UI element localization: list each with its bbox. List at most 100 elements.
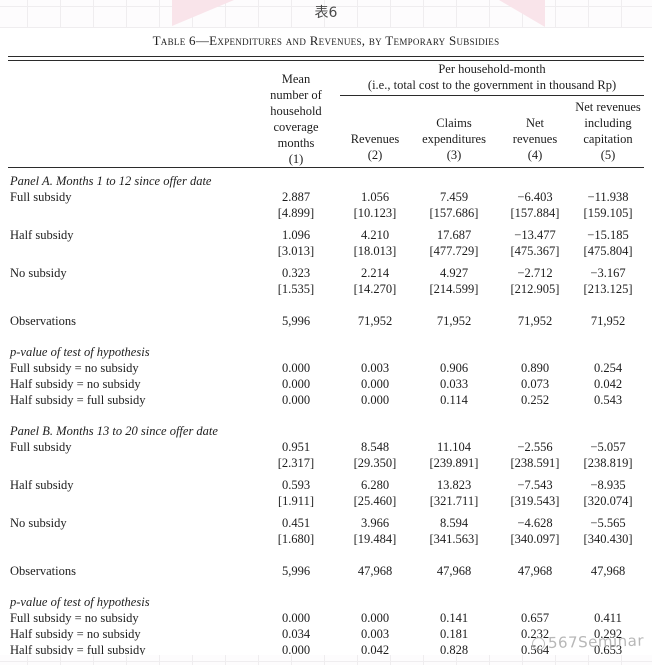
cell-value: 71,952 bbox=[517, 313, 553, 328]
pvalue-row: Half subsidy = no subsidy 0.000 0.000 0.033… bbox=[8, 376, 644, 392]
spacer bbox=[8, 553, 644, 563]
cell-se: [340.430] bbox=[583, 531, 633, 546]
cell-value: −13.477 bbox=[514, 227, 556, 242]
cell-se: [475.367] bbox=[510, 243, 560, 258]
panel-heading: Panel A. Months 1 to 12 since offer date bbox=[10, 173, 212, 188]
cell-value: 0.000 bbox=[281, 610, 311, 625]
span-header-line1: Per household-month bbox=[438, 62, 546, 76]
watermark: 567Seminar bbox=[531, 631, 645, 653]
cell-value: 0.564 bbox=[520, 642, 550, 657]
row-label: No subsidy bbox=[10, 265, 67, 280]
pink-triangle-decoration-left bbox=[172, 0, 234, 26]
cell-se: [157.884] bbox=[510, 205, 560, 220]
cell-value: 0.323 bbox=[281, 265, 311, 280]
cell-se: [14.270] bbox=[353, 281, 397, 296]
cell-se: [157.686] bbox=[429, 205, 479, 220]
header-row-top: Mean number of household coverage months… bbox=[8, 61, 645, 166]
cell-value: 0.890 bbox=[520, 360, 550, 375]
cell-value: 17.687 bbox=[436, 227, 472, 242]
cell-value: 1.056 bbox=[360, 189, 390, 204]
cell-se: [214.599] bbox=[429, 281, 479, 296]
se-row: [4.899] [10.123] [157.686] [157.884] [159.10… bbox=[8, 205, 644, 227]
cell-se: [10.123] bbox=[353, 205, 397, 220]
cell-se: [238.591] bbox=[510, 455, 560, 470]
cell-se: [19.484] bbox=[353, 531, 397, 546]
header-col3-claims-expenditures: Claims expenditures (3) bbox=[422, 116, 486, 162]
cell-value: 0.042 bbox=[593, 376, 623, 391]
cell-se: [4.899] bbox=[277, 205, 315, 220]
header-col1: Mean number of household coverage months… bbox=[270, 72, 322, 166]
cell-value: −2.556 bbox=[517, 439, 553, 454]
header-label-spacer bbox=[8, 61, 252, 168]
spacer-row bbox=[8, 329, 644, 342]
row-label: Full subsidy bbox=[10, 189, 72, 204]
cell-se: [213.125] bbox=[583, 281, 633, 296]
cell-se: [238.819] bbox=[583, 455, 633, 470]
cell-value: 0.003 bbox=[360, 626, 390, 641]
top-banner: 表6 bbox=[0, 0, 652, 28]
cell-value: 8.548 bbox=[360, 439, 390, 454]
cell-se: [321.711] bbox=[429, 493, 479, 508]
cell-value: 0.252 bbox=[520, 392, 550, 407]
observations-row: Observations 5,996 71,952 71,952 71,952 71,95… bbox=[8, 313, 644, 329]
cell-value: 6.280 bbox=[360, 477, 390, 492]
cell-value: 0.073 bbox=[520, 376, 550, 391]
cell-value: −2.712 bbox=[517, 265, 553, 280]
cell-value: −7.543 bbox=[517, 477, 553, 492]
cell-value: 8.594 bbox=[439, 515, 469, 530]
cell-value: −15.185 bbox=[587, 227, 629, 242]
row-label: Observations bbox=[10, 563, 76, 578]
cell-se: [159.105] bbox=[583, 205, 633, 220]
watermark-circle-icon bbox=[531, 636, 546, 650]
cell-value: 1.096 bbox=[281, 227, 311, 242]
cell-value: 0.003 bbox=[360, 360, 390, 375]
row-label-empty bbox=[8, 455, 252, 477]
pvalue-heading-row: p-value of test of hypothesis bbox=[8, 592, 644, 610]
cell-value: 0.141 bbox=[439, 610, 469, 625]
row-label: Full subsidy = no subsidy bbox=[10, 360, 139, 375]
spacer bbox=[8, 329, 644, 342]
pvalue-row: Full subsidy = no subsidy 0.000 0.000 0.141… bbox=[8, 610, 644, 626]
cell-value: 71,952 bbox=[436, 313, 472, 328]
cell-value: 47,968 bbox=[590, 563, 626, 578]
row-label: Full subsidy bbox=[10, 439, 72, 454]
cell-value: 0.593 bbox=[281, 477, 311, 492]
cell-value: 0.000 bbox=[360, 392, 390, 407]
cell-value: 0.543 bbox=[593, 392, 623, 407]
pvalue-row: Half subsidy = full subsidy 0.000 0.000 0.1… bbox=[8, 392, 644, 408]
cell-value: 0.828 bbox=[439, 642, 469, 657]
cell-value: −8.935 bbox=[590, 477, 626, 492]
cell-value: 0.292 bbox=[593, 626, 623, 641]
banner-caption: 表6 bbox=[314, 5, 338, 21]
table-header: Mean number of household coverage months… bbox=[8, 61, 645, 168]
pink-triangle-decoration-right bbox=[499, 0, 545, 27]
cell-se: [475.804] bbox=[583, 243, 633, 258]
pvalue-row: Half subsidy = full subsidy 0.000 0.042 0.8… bbox=[8, 642, 644, 658]
pvalue-heading: p-value of test of hypothesis bbox=[10, 344, 150, 359]
cell-value: 0.000 bbox=[281, 360, 311, 375]
estimate-row: Half subsidy 1.096 4.210 17.687 −13.477 −15.1… bbox=[8, 227, 644, 243]
cell-value: 47,968 bbox=[436, 563, 472, 578]
cell-value: 4.210 bbox=[360, 227, 390, 242]
spacer-row bbox=[8, 303, 644, 313]
se-row: [1.911] [25.460] [321.711] [319.543] [320.07… bbox=[8, 493, 644, 515]
cell-value: 71,952 bbox=[590, 313, 626, 328]
cell-value: 7.459 bbox=[439, 189, 469, 204]
cell-value: 0.000 bbox=[281, 642, 311, 657]
cell-value: 0.232 bbox=[520, 626, 550, 641]
pvalue-heading-row: p-value of test of hypothesis bbox=[8, 342, 644, 360]
spacer bbox=[8, 579, 644, 592]
header-row-sub: Revenues (2) Claims expenditures (3) Net… bbox=[8, 96, 644, 168]
watermark-text: 567Seminar bbox=[547, 631, 645, 653]
pvalue-heading: p-value of test of hypothesis bbox=[10, 594, 150, 609]
cell-se: [320.074] bbox=[583, 493, 633, 508]
paper-page: Table 6—Expenditures and Revenues, by Te… bbox=[0, 28, 652, 661]
row-label: Half subsidy = full subsidy bbox=[10, 392, 146, 407]
cell-value: 3.966 bbox=[360, 515, 390, 530]
cell-value: 0.033 bbox=[439, 376, 469, 391]
estimate-row: Half subsidy 0.593 6.280 13.823 −7.543 −8.935 bbox=[8, 477, 644, 493]
cell-se: [1.911] bbox=[278, 493, 314, 508]
cell-value: 0.000 bbox=[360, 610, 390, 625]
cell-se: [18.013] bbox=[353, 243, 397, 258]
cell-value: 0.034 bbox=[281, 626, 311, 641]
